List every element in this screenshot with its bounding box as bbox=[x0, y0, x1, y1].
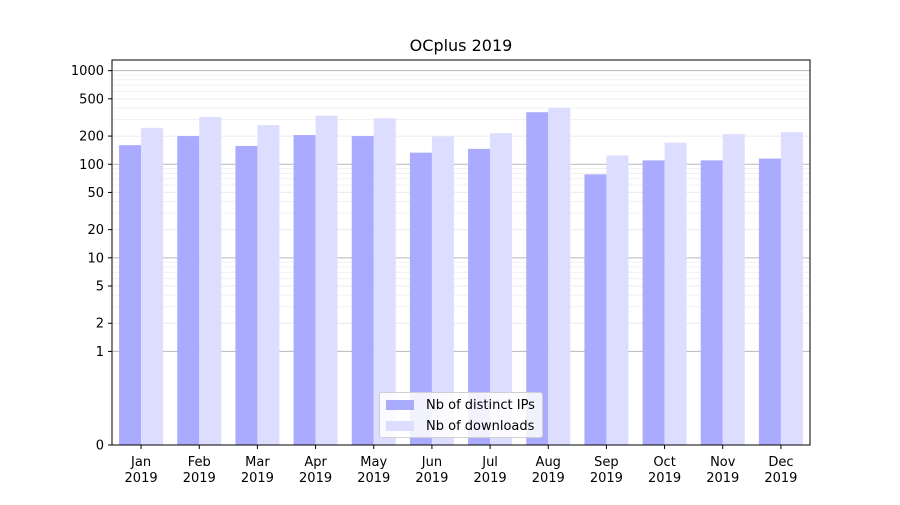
legend: Nb of distinct IPs Nb of downloads bbox=[379, 392, 543, 438]
y-tick-label: 500 bbox=[79, 92, 104, 107]
y-tick-label: 100 bbox=[79, 158, 104, 173]
x-tick-label: 2019 bbox=[357, 471, 390, 486]
bar-distinct-ips bbox=[351, 136, 374, 445]
x-tick-label: 2019 bbox=[241, 471, 274, 486]
bar-distinct-ips bbox=[758, 158, 781, 445]
y-tick-label: 1000 bbox=[71, 64, 104, 79]
x-tick-label: Dec bbox=[768, 455, 793, 470]
x-tick-label: Jul bbox=[481, 455, 498, 470]
x-tick-label: Mar bbox=[245, 455, 270, 470]
x-tick-label: 2019 bbox=[764, 471, 797, 486]
bar-distinct-ips bbox=[700, 160, 723, 445]
legend-item-series-2: Nb of downloads bbox=[386, 417, 534, 435]
bar-downloads bbox=[722, 134, 745, 445]
grid-lines bbox=[112, 70, 810, 352]
x-tick-label: 2019 bbox=[532, 471, 565, 486]
x-tick-label: Feb bbox=[188, 455, 211, 470]
legend-swatch-distinct-ips bbox=[386, 400, 414, 410]
legend-label-downloads: Nb of downloads bbox=[426, 418, 535, 434]
bar-downloads bbox=[780, 132, 803, 445]
bar-downloads bbox=[548, 107, 571, 446]
bar-downloads bbox=[664, 142, 687, 445]
x-tick-label: Jun bbox=[421, 455, 442, 470]
y-tick-label: 50 bbox=[87, 186, 104, 201]
x-tick-label: 2019 bbox=[648, 471, 681, 486]
bar-downloads bbox=[257, 125, 280, 445]
chart-title: OCplus 2019 bbox=[410, 36, 513, 55]
x-tick-label: 2019 bbox=[183, 471, 216, 486]
bar-distinct-ips bbox=[526, 112, 549, 445]
y-tick-label: 5 bbox=[96, 280, 104, 295]
x-tick-label: Apr bbox=[304, 455, 327, 470]
y-tick-label: 2 bbox=[96, 317, 104, 332]
legend-label-distinct-ips: Nb of distinct IPs bbox=[426, 397, 535, 413]
x-tick-label: 2019 bbox=[590, 471, 623, 486]
y-tick-label: 0 bbox=[96, 439, 104, 454]
bar-distinct-ips bbox=[235, 145, 258, 445]
bar-downloads bbox=[141, 127, 164, 445]
y-tick-label: 200 bbox=[79, 130, 104, 145]
bar-downloads bbox=[490, 133, 513, 445]
bar-distinct-ips bbox=[177, 136, 200, 445]
bar-distinct-ips bbox=[119, 145, 142, 445]
x-tick-label: May bbox=[360, 455, 387, 470]
bar-downloads bbox=[315, 115, 338, 445]
y-tick-label: 1 bbox=[96, 345, 104, 360]
y-tick-label: 20 bbox=[87, 223, 104, 238]
y-axis: 0 1 2 5 10 20 50 100 200 500 1000 bbox=[71, 64, 112, 454]
x-axis: Jan2019Feb2019Mar2019Apr2019May2019Jun20… bbox=[125, 445, 797, 486]
bar-distinct-ips bbox=[293, 135, 316, 445]
bar-distinct-ips bbox=[409, 152, 432, 445]
x-tick-label: 2019 bbox=[474, 471, 507, 486]
plot-frame bbox=[111, 59, 811, 446]
x-tick-label: Jan bbox=[130, 455, 151, 470]
bar-downloads bbox=[373, 118, 396, 445]
bar-downloads bbox=[199, 116, 222, 445]
x-tick-label: 2019 bbox=[299, 471, 332, 486]
x-tick-label: Sep bbox=[594, 455, 619, 470]
bars bbox=[119, 107, 803, 446]
bar-distinct-ips bbox=[468, 148, 491, 445]
x-tick-label: 2019 bbox=[415, 471, 448, 486]
bar-distinct-ips bbox=[584, 174, 607, 445]
y-tick-label: 10 bbox=[87, 251, 104, 266]
bar-downloads bbox=[431, 136, 454, 446]
x-tick-label: Oct bbox=[653, 455, 675, 470]
bar-distinct-ips bbox=[642, 160, 665, 445]
x-tick-label: Aug bbox=[536, 455, 561, 470]
bar-downloads bbox=[606, 155, 629, 445]
x-tick-label: Nov bbox=[710, 455, 736, 470]
legend-swatch-downloads bbox=[386, 421, 414, 431]
legend-item-series-1: Nb of distinct IPs bbox=[386, 396, 535, 414]
x-tick-label: 2019 bbox=[125, 471, 158, 486]
x-tick-label: 2019 bbox=[706, 471, 739, 486]
